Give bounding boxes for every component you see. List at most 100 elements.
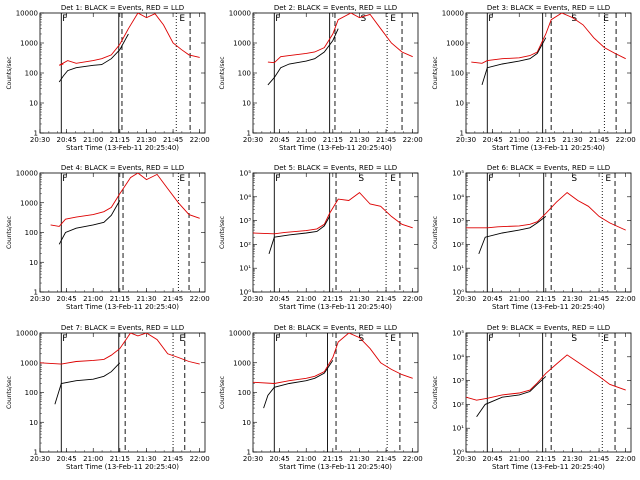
marker-letter: S [360,14,366,24]
detector-panel-2: Det 2: BLACK = Events, RED = LLD 1 10 100 10… [219,4,423,152]
y-tick-label: 100 [25,70,38,78]
x-tick-label: 22:00 [616,136,636,144]
x-tick-label: 21:15 [536,295,556,303]
marker-letter: F [275,14,280,24]
x-tick-label: 22:00 [190,295,210,303]
y-tick-label: 1000 [233,359,251,367]
marker-letter: S [358,174,364,184]
y-tick-label: 10⁴ [452,353,464,361]
x-tick-label: 20:45 [270,455,290,463]
y-tick-label: 10⁵ [239,170,251,178]
lld-series-line [267,13,413,64]
x-tick-label: 21:45 [589,136,609,144]
marker-letter: E [179,14,185,24]
marker-letter: S [571,174,577,184]
x-tick-label: 20:45 [483,136,503,144]
y-tick-label: 10⁰ [452,289,464,297]
x-tick-label: 21:00 [509,136,529,144]
x-axis-label: Start Time (13-Feb-11 20:25:40) [279,463,392,471]
events-series-line [476,376,547,418]
x-tick-label: 21:45 [376,136,396,144]
lld-series-line [471,13,626,64]
detector-panel-6: Det 6: BLACK = Events, RED = LLD 10⁰ 10¹ 10… [432,164,636,311]
x-tick-label: 21:30 [562,455,582,463]
y-tick-label: 10 [29,259,38,267]
x-axis-label: Start Time (13-Feb-11 20:25:40) [66,463,179,471]
y-tick-label: 1000 [20,199,38,207]
panel-title: Det 1: BLACK = Events, RED = LLD [61,4,184,12]
y-tick-label: 10 [242,100,251,108]
lld-series-line [58,13,200,66]
lld-series-line [253,333,413,384]
plot-frame [465,332,632,453]
y-tick-label: 10¹ [452,425,464,433]
marker-letter: E [179,334,185,344]
x-tick-label: 21:30 [562,136,582,144]
y-tick-label: 10⁰ [452,449,464,457]
y-tick-label: 10000 [16,10,38,18]
panel-title: Det 6: BLACK = Events, RED = LLD [487,164,610,172]
x-tick-label: 20:30 [30,136,50,144]
x-axis-label: Start Time (13-Feb-11 20:25:40) [279,144,392,152]
x-axis-label: Start Time (13-Feb-11 20:25:40) [66,303,179,311]
x-axis-label: Start Time (13-Feb-11 20:25:40) [492,144,605,152]
panel-title: Det 3: BLACK = Events, RED = LLD [487,4,610,12]
x-tick-label: 21:30 [136,295,156,303]
detector-panel-3: Det 3: BLACK = Events, RED = LLD 1 10 100 10… [432,4,636,152]
x-tick-label: 20:45 [483,295,503,303]
y-tick-label: 10² [239,241,251,249]
y-tick-label: 10⁵ [452,330,464,338]
x-axis-label: Start Time (13-Feb-11 20:25:40) [492,303,605,311]
y-axis-label: Counts/sec [219,376,226,409]
marker-letter: F [275,334,280,344]
x-tick-label: 21:15 [110,455,130,463]
y-tick-label: 10000 [16,170,38,178]
panel-title: Det 4: BLACK = Events, RED = LLD [61,164,184,172]
y-tick-label: 10000 [229,330,251,338]
x-tick-label: 21:00 [83,295,103,303]
x-tick-label: 22:00 [190,136,210,144]
y-tick-label: 1 [34,130,38,138]
events-series-line [263,360,334,409]
y-axis-label: Counts/sec [432,216,439,249]
marker-letter: E [179,174,185,184]
y-tick-label: 100 [238,389,251,397]
x-tick-label: 21:00 [296,136,316,144]
y-axis-label: Counts/sec [432,376,439,409]
x-tick-label: 21:30 [349,455,369,463]
x-tick-label: 20:45 [57,455,77,463]
y-axis-label: Counts/sec [6,376,13,409]
y-tick-label: 10⁵ [452,170,464,178]
y-tick-label: 1 [460,130,464,138]
y-tick-label: 100 [238,70,251,78]
y-tick-label: 1000 [233,40,251,48]
x-tick-label: 20:30 [456,136,476,144]
y-tick-label: 10¹ [239,265,251,273]
x-tick-label: 22:00 [190,455,210,463]
marker-letter: F [488,334,493,344]
detector-panel-1: Det 1: BLACK = Events, RED = LLD 1 10 100 10… [6,4,210,152]
marker-letter: F [62,334,67,344]
x-tick-label: 21:00 [83,455,103,463]
x-axis-label: Start Time (13-Feb-11 20:25:40) [279,303,392,311]
y-tick-label: 10⁴ [239,193,251,201]
detector-panel-4: Det 4: BLACK = Events, RED = LLD 1 10 100 10… [6,164,210,311]
y-axis-label: Counts/sec [219,56,226,89]
x-tick-label: 21:30 [562,295,582,303]
x-tick-label: 20:30 [243,455,263,463]
x-tick-label: 21:00 [83,136,103,144]
x-tick-label: 21:45 [163,455,183,463]
y-axis-label: Counts/sec [6,56,13,89]
marker-letter: E [390,174,396,184]
x-tick-label: 21:30 [349,136,369,144]
x-tick-label: 21:45 [163,295,183,303]
x-tick-label: 21:00 [509,295,529,303]
lld-series-line [253,191,413,235]
y-tick-label: 1 [34,289,38,297]
y-tick-label: 10³ [452,377,464,385]
detector-panel-8: Det 8: BLACK = Events, RED = LLD 1 10 100 10… [219,324,423,471]
lld-series-line [466,192,626,231]
lld-series-line [466,354,626,401]
lld-series-line [50,173,200,227]
